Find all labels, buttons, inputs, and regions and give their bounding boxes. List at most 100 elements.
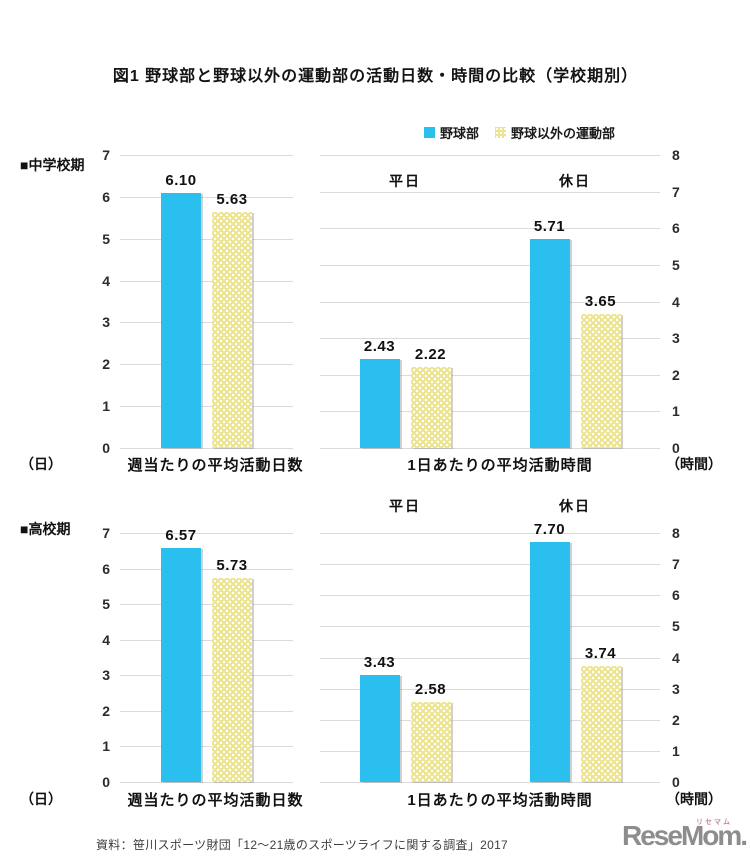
y-axis-tick: 0	[672, 440, 680, 456]
axis-unit-days-bottom: （日）	[20, 791, 62, 807]
bar-value-label: 6.10	[165, 171, 197, 189]
bar-value-label: 7.70	[533, 521, 566, 539]
bar-baseball	[359, 675, 400, 782]
y-axis-tick: 8	[672, 525, 680, 541]
y-axis-tick: 3	[672, 330, 680, 347]
y-axis-tick: 2	[672, 711, 680, 728]
gridline	[320, 782, 660, 783]
group-label: 平日	[389, 498, 421, 514]
bar-value-label: 3.43	[363, 654, 396, 672]
chart-high-school-hours: 0 1 2 3 4 5 6 7 8 平日 3.43 2.58 休日 7.70 3.74	[320, 498, 680, 789]
legend-item-baseball: 野球部	[424, 123, 479, 142]
logo-period: .	[740, 820, 749, 851]
xlabel-high-school-days: 週当たりの平均活動日数	[127, 792, 304, 809]
bar-value-label: 2.43	[363, 338, 396, 356]
axis-unit-hours-bottom: （時間）	[666, 791, 722, 807]
gridline	[320, 301, 660, 303]
gridline	[320, 338, 660, 340]
gridline	[120, 155, 293, 156]
bar-value-label: 2.22	[414, 345, 447, 363]
y-axis-tick: 2	[102, 702, 110, 719]
bar-other-clubs	[410, 701, 451, 782]
gridline	[120, 675, 293, 677]
group-label: 平日	[389, 173, 421, 189]
y-axis-tick: 4	[102, 631, 110, 648]
gridline	[320, 719, 660, 721]
y-axis-tick: 5	[102, 596, 110, 613]
gridline	[120, 782, 293, 783]
chart-junior-high-days: 0 1 2 3 4 5 6 7 6.10 5.63	[102, 148, 293, 455]
y-axis-tick: 6	[672, 220, 680, 237]
y-axis-tick: 4	[672, 293, 680, 310]
y-axis-tick: 7	[672, 556, 680, 573]
resemom-logo: リセマム ReseMom.	[622, 819, 749, 852]
y-axis-tick: 0	[672, 774, 680, 790]
y-axis-tick: 2	[102, 356, 110, 373]
gridline	[120, 533, 293, 534]
gridline	[120, 322, 293, 324]
gridline	[120, 406, 293, 408]
bar-other-clubs	[212, 578, 252, 782]
legend-label-other-clubs: 野球以外の運動部	[511, 126, 616, 141]
legend-swatch-other-clubs	[495, 127, 507, 138]
y-axis-tick: 5	[102, 230, 110, 247]
y-axis-tick: 4	[102, 272, 110, 289]
y-axis-tick: 6	[672, 587, 680, 604]
y-axis-tick: 1	[102, 738, 110, 755]
gridline	[320, 191, 660, 193]
gridline	[120, 448, 293, 449]
y-axis-tick: 2	[672, 366, 680, 383]
bar-baseball	[161, 548, 201, 782]
logo-ruby-text: リセマム	[696, 819, 732, 826]
gridline	[320, 595, 660, 597]
group-label: 休日	[559, 173, 591, 189]
gridline	[320, 564, 660, 566]
y-axis-tick: 6	[102, 188, 110, 205]
legend-label-baseball: 野球部	[440, 126, 480, 141]
bar-value-label: 5.71	[533, 217, 566, 235]
bar-baseball	[161, 192, 201, 448]
axis-unit-hours-top: （時間）	[666, 456, 722, 472]
gridline	[320, 155, 660, 156]
y-axis-tick: 7	[102, 147, 110, 163]
bar-baseball	[529, 238, 570, 448]
xlabel-high-school-hours: 1日あたりの平均活動時間	[407, 792, 593, 809]
section-label-junior-high: ■中学校期	[20, 157, 85, 173]
y-axis-tick: 0	[102, 440, 110, 456]
gridline	[320, 374, 660, 376]
y-axis-tick: 7	[102, 525, 110, 541]
bar-value-label: 6.57	[165, 527, 197, 545]
y-axis-tick: 6	[102, 560, 110, 577]
y-axis-tick: 0	[102, 774, 110, 790]
bar-other-clubs	[410, 366, 451, 448]
bar-value-label: 2.58	[414, 680, 447, 698]
gridline	[120, 639, 293, 641]
y-axis-tick: 1	[672, 403, 680, 420]
bar-baseball	[359, 359, 400, 448]
gridline	[320, 411, 660, 413]
legend-item-other-clubs: 野球以外の運動部	[495, 123, 615, 142]
gridline	[320, 533, 660, 534]
y-axis-tick: 4	[672, 649, 680, 666]
gridline	[120, 364, 293, 366]
gridline	[120, 196, 293, 198]
bar-other-clubs	[212, 212, 252, 448]
gridline	[120, 280, 293, 282]
gridline	[320, 264, 660, 266]
gridline	[320, 626, 660, 628]
section-label-high-school: ■高校期	[20, 521, 71, 537]
gridline	[120, 746, 293, 748]
axis-unit-days-top: （日）	[20, 456, 62, 472]
bar-value-label: 3.74	[584, 644, 617, 662]
bar-value-label: 5.73	[216, 557, 248, 575]
figure-title: 図1 野球部と野球以外の運動部の活動日数・時間の比較（学校期別）	[112, 68, 639, 85]
bar-value-label: 3.65	[584, 293, 617, 311]
chart-high-school-days: 0 1 2 3 4 5 6 7 6.57 5.73	[102, 526, 293, 789]
y-axis-tick: 5	[672, 618, 680, 635]
bar-value-label: 5.63	[216, 191, 248, 209]
gridline	[120, 604, 293, 606]
y-axis-tick: 7	[672, 183, 680, 200]
source-citation: 資料：笹川スポーツ財団「12～21歳のスポーツライフに関する調査」2017	[96, 838, 509, 852]
gridline	[120, 710, 293, 712]
